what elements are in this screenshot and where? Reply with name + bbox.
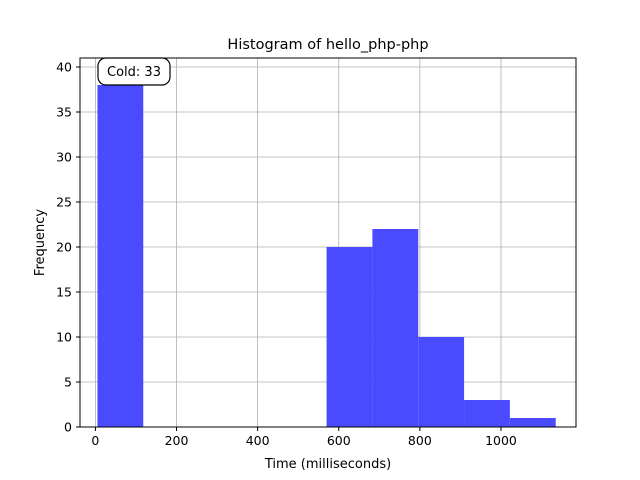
y-tick-label: 0 <box>64 420 72 435</box>
histogram-bar <box>97 85 144 427</box>
y-tick-label: 40 <box>56 60 72 75</box>
y-tick-label: 20 <box>56 240 72 255</box>
histogram-bars <box>97 85 556 427</box>
histogram-bar <box>464 400 510 427</box>
cold-annotation: Cold: 33 <box>97 57 171 86</box>
axis-ticks: 0 200 400 600 800 1000 0 5 10 15 20 25 30 35 40 <box>56 60 517 449</box>
x-tick-label: 0 <box>91 433 99 448</box>
y-tick-label: 15 <box>56 285 72 300</box>
histogram-bar <box>326 247 373 427</box>
annotation-box <box>97 57 171 86</box>
y-tick-label: 35 <box>56 105 72 120</box>
y-tick-label: 25 <box>56 195 72 210</box>
y-axis-label: Frequency <box>33 209 48 276</box>
grid-lines <box>80 58 576 428</box>
y-tick-label: 30 <box>56 150 72 165</box>
annotation-text: Cold: 33 <box>107 65 161 80</box>
histogram-bar <box>418 337 465 427</box>
x-tick-label: 200 <box>165 433 189 448</box>
histogram-bar <box>509 418 556 427</box>
chart-title: Histogram of hello_php-php <box>227 37 428 53</box>
x-tick-label: 800 <box>408 433 432 448</box>
x-tick-label: 1000 <box>485 433 517 448</box>
y-tick-label: 10 <box>56 330 72 345</box>
plot-frame <box>79 57 577 428</box>
x-tick-label: 400 <box>246 433 270 448</box>
y-tick-label: 5 <box>64 375 72 390</box>
x-tick-label: 600 <box>327 433 351 448</box>
histogram-bar <box>372 229 419 427</box>
x-axis-label: Time (milliseconds) <box>264 457 391 472</box>
